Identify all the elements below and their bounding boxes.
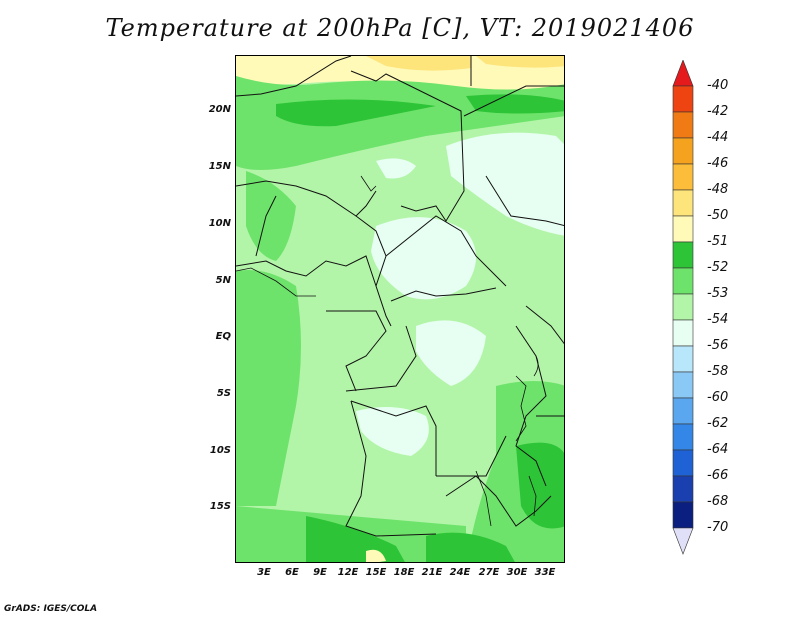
lat-tick-15s: 15S	[209, 501, 231, 512]
colorbar-top-triangle	[672, 60, 694, 87]
colorbar-label: -66	[707, 468, 729, 483]
colorbar-box	[672, 189, 694, 217]
colorbar-label: -56	[707, 338, 729, 353]
colorbar-bottom-triangle	[672, 527, 694, 555]
grads-credit: GrADS: IGES/COLA	[4, 604, 98, 614]
colorbar-label: -51	[707, 234, 729, 249]
coastlines-lakes	[236, 175, 539, 527]
colorbar-label: -52	[707, 260, 729, 275]
field-west-53	[236, 270, 301, 506]
country-borders	[236, 56, 564, 537]
field-warm-north	[236, 56, 564, 91]
colorbar-label: -68	[707, 494, 729, 509]
colorbar-box	[672, 215, 694, 243]
field-warm-ne	[476, 56, 564, 68]
field-west-53b	[246, 171, 296, 261]
colorbar-label: -54	[707, 312, 729, 327]
colorbar-label: -62	[707, 416, 729, 431]
lon-tick-9e: 9E	[313, 567, 327, 578]
colorbar-box	[672, 163, 694, 191]
lon-tick-33e: 33E	[534, 567, 556, 578]
lat-tick-5s: 5S	[216, 388, 231, 399]
field-warmest-north	[366, 56, 471, 71]
colorbar-box	[672, 371, 694, 399]
colorbar-box	[672, 293, 694, 321]
colorbar-box	[672, 449, 694, 477]
colorbar-label: -58	[707, 364, 729, 379]
colorbar-box	[672, 319, 694, 347]
lat-tick-eq: EQ	[215, 331, 231, 342]
field-se-52	[516, 442, 564, 529]
colorbar-box	[672, 85, 694, 113]
field-band-52-dark	[276, 99, 436, 127]
lon-tick-30e: 30E	[506, 567, 528, 578]
colorbar-label: -46	[707, 156, 729, 171]
field-s-51	[366, 549, 386, 562]
colorbar-box	[672, 397, 694, 425]
colorbar-box	[672, 423, 694, 451]
lon-tick-6e: 6E	[285, 567, 299, 578]
colorbar-label: -53	[707, 286, 729, 301]
colorbar-box	[672, 345, 694, 373]
colorbar-label: -64	[707, 442, 729, 457]
temperature-map	[235, 55, 565, 563]
lon-tick-15e: 15E	[365, 567, 387, 578]
colorbar-box	[672, 137, 694, 165]
field-pale-center	[371, 217, 476, 300]
colorbar-label: -48	[707, 182, 729, 197]
lat-tick-20n: 20N	[208, 104, 231, 115]
chart-title: Temperature at 200hPa [C], VT: 201902140…	[105, 14, 695, 42]
field-s-52	[306, 516, 405, 562]
map-svg	[236, 56, 564, 562]
lon-tick-21e: 21E	[421, 567, 443, 578]
lon-tick-3e: 3E	[257, 567, 271, 578]
colorbar-boxes	[672, 60, 694, 555]
lat-tick-10s: 10S	[209, 445, 231, 456]
field-s-52b	[426, 532, 515, 562]
colorbar-label: -44	[707, 130, 729, 145]
colorbar-box	[672, 267, 694, 295]
colorbar	[672, 60, 694, 555]
colorbar-box	[672, 475, 694, 503]
colorbar-box	[672, 501, 694, 529]
lon-tick-24e: 24E	[449, 567, 471, 578]
colorbar-box	[672, 241, 694, 269]
field-pale-s	[356, 407, 429, 456]
colorbar-box	[672, 111, 694, 139]
lon-tick-27e: 27E	[478, 567, 500, 578]
colorbar-label: -42	[707, 104, 729, 119]
colorbar-label: -60	[707, 390, 729, 405]
field-pale-small	[376, 158, 416, 179]
field-band-52-dark2	[466, 94, 564, 114]
lon-tick-18e: 18E	[393, 567, 415, 578]
colorbar-label: -50	[707, 208, 729, 223]
lat-tick-5n: 5N	[215, 275, 231, 286]
lat-tick-15n: 15N	[208, 161, 231, 172]
field-pale-c2	[416, 320, 486, 386]
lon-tick-12e: 12E	[337, 567, 359, 578]
colorbar-label: -40	[707, 78, 729, 93]
lat-tick-10n: 10N	[208, 218, 231, 229]
field-pale-ne	[446, 132, 564, 236]
colorbar-label: -70	[707, 520, 729, 535]
